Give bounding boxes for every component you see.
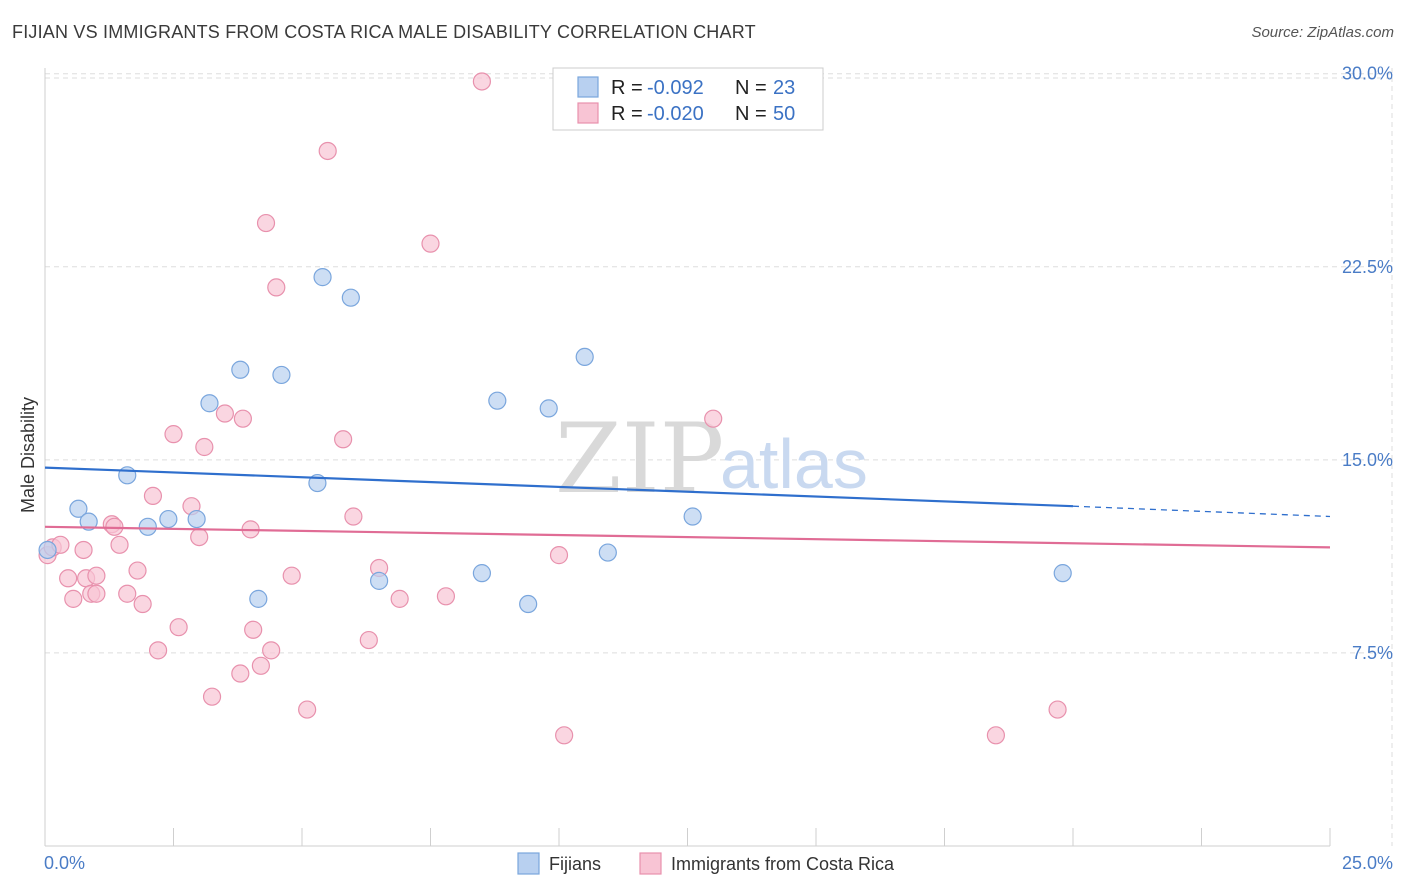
chart-title: FIJIAN VS IMMIGRANTS FROM COSTA RICA MAL… — [12, 22, 756, 42]
costa-rica-point-37 — [344, 507, 363, 526]
fijians-point-21 — [683, 507, 702, 526]
costa-rica-point-18 — [164, 425, 183, 444]
fijians-point-20 — [598, 543, 617, 562]
fijians-point-14 — [370, 571, 389, 590]
legend-costa-rica-label: Immigrants from Costa Rica — [671, 854, 895, 874]
legend-n-value-2: 50 — [773, 103, 795, 125]
x-tick-label-min: 0.0% — [44, 853, 85, 873]
fijians-point-19 — [575, 347, 594, 367]
costa-rica-point-33 — [282, 566, 301, 585]
costa-rica-point-47 — [704, 409, 723, 428]
costa-rica-point-35 — [318, 141, 337, 161]
fijians-point-2 — [79, 512, 98, 531]
fijians-point-9 — [249, 589, 268, 608]
legend-fijians-swatch — [517, 852, 540, 875]
source-label: Source: ZipAtlas.com — [1251, 24, 1394, 41]
y-tick-label-0: 7.5% — [1352, 643, 1393, 663]
legend-r-label-2: R = — [611, 103, 643, 125]
fijians-point-5 — [159, 509, 178, 529]
costa-rica-point-48 — [986, 726, 1006, 745]
costa-rica-point-4 — [64, 589, 83, 608]
fijians-point-6 — [187, 509, 206, 529]
legend-n-label-2: N = — [735, 103, 767, 125]
series-fijians-points — [38, 268, 1072, 614]
fijians-point-12 — [313, 268, 332, 287]
costa-rica-point-43 — [472, 72, 491, 91]
series-legend: Fijians Immigrants from Costa Rica — [517, 852, 895, 875]
costa-rica-point-32 — [267, 278, 286, 297]
fijians-trend-extension — [1072, 505, 1331, 518]
fijians-point-1 — [69, 499, 88, 518]
costa-rica-point-13 — [118, 584, 137, 603]
watermark-zip: ZIP — [555, 403, 724, 515]
trend-lines — [44, 466, 1331, 549]
legend-r-value-1: -0.092 — [647, 77, 704, 99]
costa-rica-point-22 — [195, 437, 214, 457]
fijians-point-17 — [519, 594, 538, 614]
y-tick-labels: 7.5% 15.0% 22.5% 30.0% — [1342, 64, 1393, 663]
fijians-point-8 — [231, 360, 250, 379]
costa-rica-point-23 — [202, 687, 222, 706]
costa-rica-point-38 — [359, 630, 378, 650]
costa-rica-point-17 — [148, 641, 168, 660]
costa-rica-point-9 — [87, 584, 106, 603]
costa-rica-point-21 — [190, 527, 209, 547]
costa-rica-point-14 — [128, 561, 147, 580]
y-tick-label-1: 15.0% — [1342, 450, 1393, 470]
axes — [44, 68, 1331, 847]
costa-rica-trend-line — [44, 525, 1331, 549]
legend-costa-rica-swatch — [639, 852, 662, 875]
grid-lines — [45, 68, 1393, 846]
legend-fijians-label: Fijians — [549, 854, 601, 874]
fijians-point-10 — [272, 365, 291, 385]
fijians-point-16 — [488, 391, 507, 410]
costa-rica-point-8 — [87, 566, 106, 585]
legend-r-label-1: R = — [611, 77, 643, 99]
fijians-point-0 — [38, 540, 57, 560]
fijians-trend-line — [44, 466, 1074, 508]
costa-rica-point-15 — [133, 594, 152, 614]
costa-rica-point-36 — [334, 430, 353, 449]
legend-n-value-1: 23 — [773, 77, 795, 99]
y-tick-label-2: 22.5% — [1342, 257, 1393, 277]
fijians-point-15 — [472, 564, 491, 583]
costa-rica-point-24 — [215, 404, 234, 423]
costa-rica-point-19 — [169, 618, 188, 637]
watermark-atlas: atlas — [720, 425, 868, 503]
costa-rica-swatch — [577, 102, 599, 124]
costa-rica-point-12 — [110, 535, 129, 554]
costa-rica-point-44 — [549, 546, 569, 565]
fijians-point-7 — [200, 394, 219, 413]
costa-rica-point-30 — [256, 213, 276, 233]
series-costa-rica-points — [38, 72, 1067, 745]
costa-rica-point-28 — [244, 620, 263, 639]
fijians-point-13 — [341, 288, 360, 307]
stats-legend: R = -0.092 N = 23 R = -0.020 N = 50 — [552, 67, 824, 131]
costa-rica-point-45 — [555, 726, 574, 745]
x-tick-label-max: 25.0% — [1342, 853, 1393, 873]
costa-rica-point-29 — [251, 656, 270, 675]
fijians-swatch — [577, 76, 599, 98]
costa-rica-point-41 — [421, 234, 440, 253]
y-tick-label-3: 30.0% — [1342, 64, 1393, 84]
costa-rica-point-16 — [143, 486, 163, 506]
costa-rica-point-31 — [262, 641, 281, 660]
costa-rica-point-49 — [1048, 700, 1067, 719]
fijians-point-4 — [138, 517, 157, 536]
fijians-point-18 — [539, 399, 558, 418]
y-axis-title: Male Disability — [18, 397, 38, 513]
legend-r-value-2: -0.020 — [647, 103, 704, 125]
x-tick-labels: 0.0% 25.0% — [44, 853, 1393, 873]
costa-rica-point-5 — [74, 540, 93, 560]
fijians-point-22 — [1053, 564, 1072, 583]
costa-rica-point-34 — [298, 700, 317, 719]
costa-rica-point-25 — [231, 664, 250, 683]
costa-rica-point-26 — [233, 409, 252, 428]
costa-rica-point-40 — [390, 589, 409, 608]
costa-rica-point-3 — [59, 569, 78, 588]
costa-rica-point-42 — [436, 587, 456, 606]
legend-n-label-1: N = — [735, 77, 767, 99]
